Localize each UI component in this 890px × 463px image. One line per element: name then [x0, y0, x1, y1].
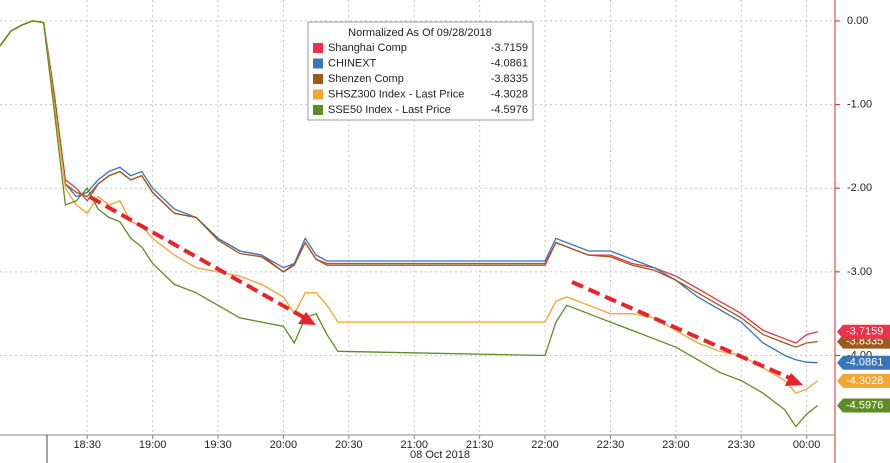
- end-label-box: [837, 324, 890, 339]
- legend-label: Shenzen Comp: [328, 73, 404, 85]
- legend-value: -3.8335: [491, 73, 528, 85]
- series-line: [0, 20, 819, 428]
- x-tick-label: 21:30: [466, 439, 494, 451]
- end-label-box: [837, 355, 890, 370]
- legend-swatch: [313, 105, 323, 115]
- y-tick-label: 0.00: [847, 15, 868, 27]
- legend-label: Shanghai Comp: [328, 42, 407, 54]
- series-line: [0, 20, 818, 344]
- y-tick-label: -1.00: [847, 98, 872, 110]
- x-tick-label: 22:30: [597, 439, 625, 451]
- end-label: -4.0861: [846, 357, 883, 369]
- x-tick-label: 20:00: [270, 439, 298, 451]
- y-tick-label: -2.00: [847, 182, 872, 194]
- legend-value: -3.7159: [491, 42, 528, 54]
- legend-swatch: [313, 43, 323, 53]
- series-line: [0, 20, 818, 348]
- legend-box: [307, 21, 534, 121]
- x-tick-label: 23:30: [727, 439, 755, 451]
- end-label-box: [837, 398, 890, 413]
- legend-entries: Shanghai Comp -3.7159 CHINEXT -4.0861 Shenze…: [313, 42, 528, 116]
- arrow: [571, 280, 793, 381]
- series-line: [0, 20, 818, 394]
- legend-value: -4.0861: [491, 57, 528, 69]
- x-axis-label: 08 Oct 2018: [410, 449, 470, 461]
- annotation-arrows: [89, 195, 803, 386]
- arrow: [89, 195, 306, 320]
- legend-title: Normalized As Of 09/28/2018: [348, 27, 492, 39]
- arrowhead: [298, 312, 316, 325]
- arrowhead: [785, 373, 803, 386]
- y-tick-label: -3.00: [847, 266, 872, 278]
- legend-label: SSE50 Index - Last Price: [328, 104, 451, 116]
- end-label-box: [837, 373, 890, 388]
- legend-swatch: [313, 58, 323, 69]
- series-line: [0, 20, 818, 364]
- grid: [0, 0, 835, 435]
- legend-swatch: [313, 89, 323, 100]
- legend-swatch: [313, 74, 323, 84]
- x-tick-label: 23:00: [662, 439, 690, 451]
- end-label: -4.3028: [846, 375, 883, 387]
- x-tick-label: 22:00: [531, 439, 559, 451]
- x-tick-label: 19:30: [204, 439, 232, 451]
- lines: [0, 20, 819, 428]
- x-tick-label: 20:30: [335, 439, 363, 451]
- end-label: -4.5976: [846, 399, 883, 411]
- legend: Normalized As Of 09/28/2018 Shanghai Com…: [307, 21, 534, 121]
- legend-label: CHINEXT: [328, 57, 377, 69]
- x-tick-label: 18:30: [73, 439, 101, 451]
- x-tick-label: 00:00: [793, 439, 821, 451]
- legend-value: -4.3028: [491, 88, 528, 100]
- end-label: -3.7159: [846, 326, 883, 338]
- legend-value: -4.5976: [491, 104, 528, 116]
- x-tick-label: 19:00: [139, 439, 167, 451]
- x-tick-label: 21:00: [400, 439, 428, 451]
- end-labels: -4.5976-4.3028-3.8335-4.0861-3.7159: [837, 324, 890, 413]
- legend-label: SHSZ300 Index - Last Price: [328, 88, 464, 100]
